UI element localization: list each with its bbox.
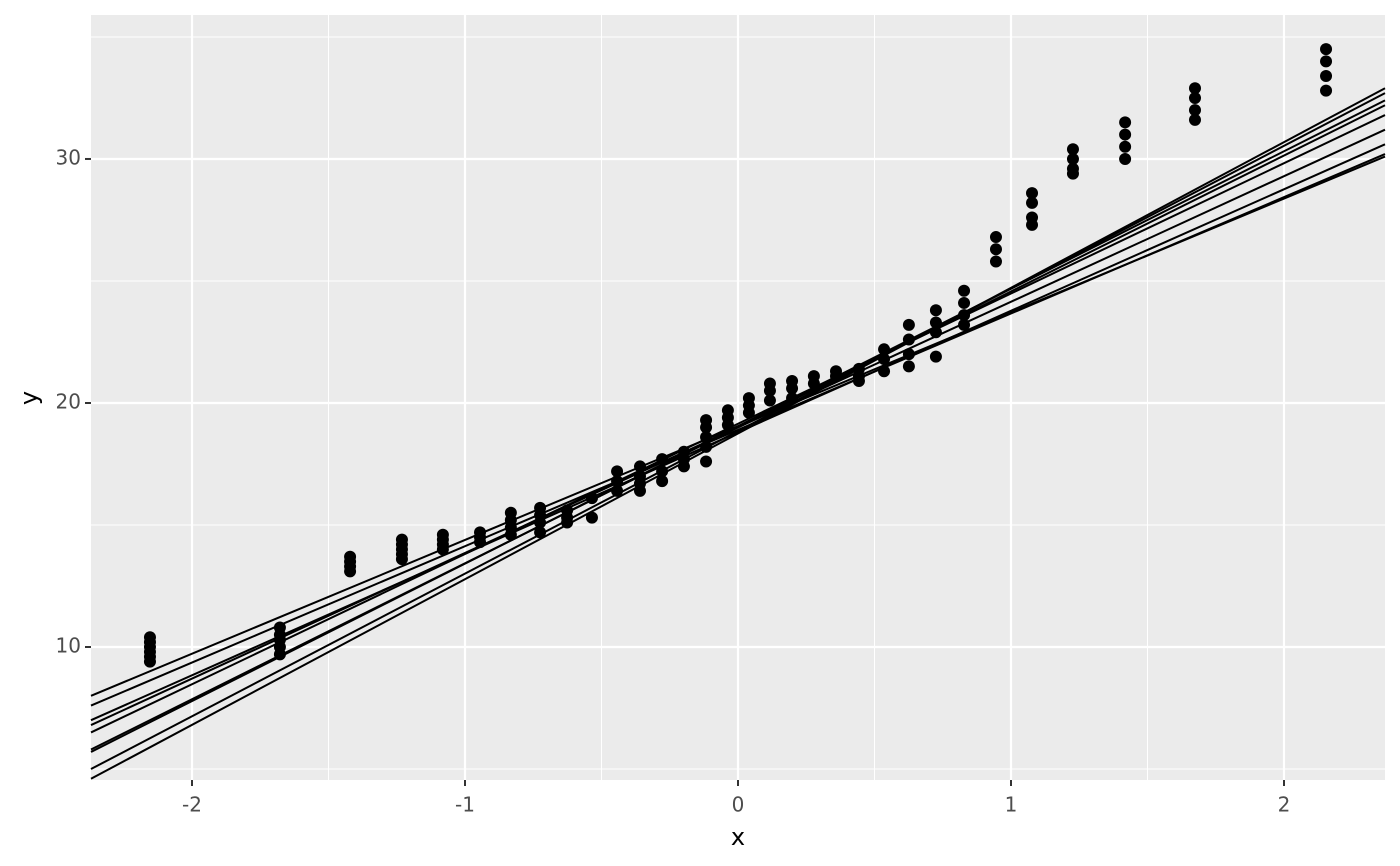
x-tick-label: 2 [1278, 793, 1291, 817]
point [958, 296, 971, 309]
point [1026, 187, 1039, 200]
point [1320, 84, 1333, 97]
x-tick-label: 0 [732, 793, 745, 817]
x-tick-label: 1 [1005, 793, 1018, 817]
point [1026, 196, 1039, 209]
point [1119, 128, 1132, 141]
fit-line [90, 153, 1386, 707]
point [1320, 70, 1333, 83]
y-tick-label: 20 [56, 389, 81, 413]
fit-line [90, 104, 1386, 751]
fit-line [90, 92, 1386, 770]
x-tick-label: -1 [455, 793, 475, 817]
point [1188, 113, 1201, 126]
point [1320, 43, 1333, 56]
point [1119, 152, 1132, 165]
point [1066, 143, 1079, 156]
point [763, 394, 776, 407]
point [1188, 82, 1201, 95]
point [902, 318, 915, 331]
point [1119, 140, 1132, 153]
point [700, 421, 713, 434]
point [763, 384, 776, 397]
fit-line [90, 99, 1386, 753]
point [656, 475, 669, 488]
point [1026, 218, 1039, 231]
point [1188, 91, 1201, 104]
point [929, 304, 942, 317]
point [742, 406, 755, 419]
point [1066, 167, 1079, 180]
fit-line [90, 114, 1386, 734]
point [700, 455, 713, 468]
x-tick-label: -2 [182, 793, 202, 817]
point [989, 243, 1002, 256]
y-tick-label: 10 [56, 634, 81, 658]
point [344, 565, 357, 578]
point [1188, 104, 1201, 117]
point [902, 360, 915, 373]
point [958, 284, 971, 297]
y-axis-title: y [15, 391, 43, 405]
fit-line [90, 87, 1386, 780]
point [143, 631, 156, 644]
y-tick-label: 30 [56, 145, 81, 169]
point [786, 382, 799, 395]
fit-line [90, 143, 1386, 722]
point [585, 511, 598, 524]
point [989, 255, 1002, 268]
point [989, 231, 1002, 244]
point [1119, 116, 1132, 129]
point [929, 350, 942, 363]
point [1320, 55, 1333, 68]
point [395, 553, 408, 566]
point [1066, 152, 1079, 165]
x-axis-title: x [731, 823, 745, 851]
